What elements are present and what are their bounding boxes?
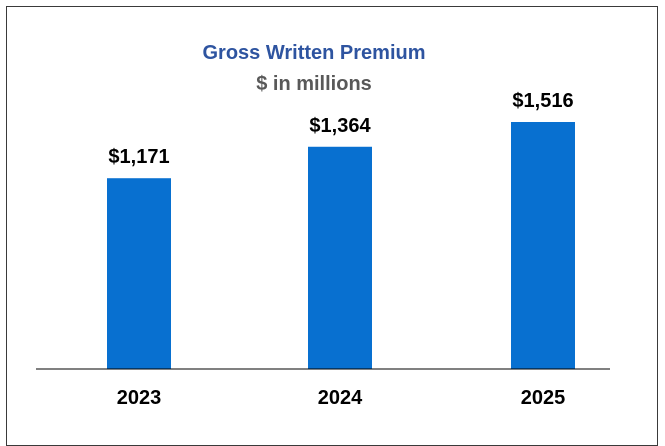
bar-2025 (511, 122, 575, 369)
category-label-2024: 2024 (318, 387, 363, 409)
value-label-2025: $1,516 (512, 90, 573, 112)
bars-group (107, 122, 575, 369)
category-labels-group: 2023 2024 2025 (117, 387, 566, 409)
value-labels-group: $1,171 $1,364 $1,516 (108, 90, 573, 168)
chart-title: Gross Written Premium (202, 42, 425, 64)
chart-subtitle: $ in millions (256, 73, 372, 95)
bar-chart: Gross Written Premium $ in millions $1,1… (36, 42, 610, 409)
bar-2024 (308, 146, 372, 369)
category-label-2025: 2025 (521, 387, 566, 409)
value-label-2023: $1,171 (108, 146, 169, 168)
bar-2023 (107, 178, 171, 369)
category-label-2023: 2023 (117, 387, 162, 409)
value-label-2024: $1,364 (309, 115, 371, 137)
